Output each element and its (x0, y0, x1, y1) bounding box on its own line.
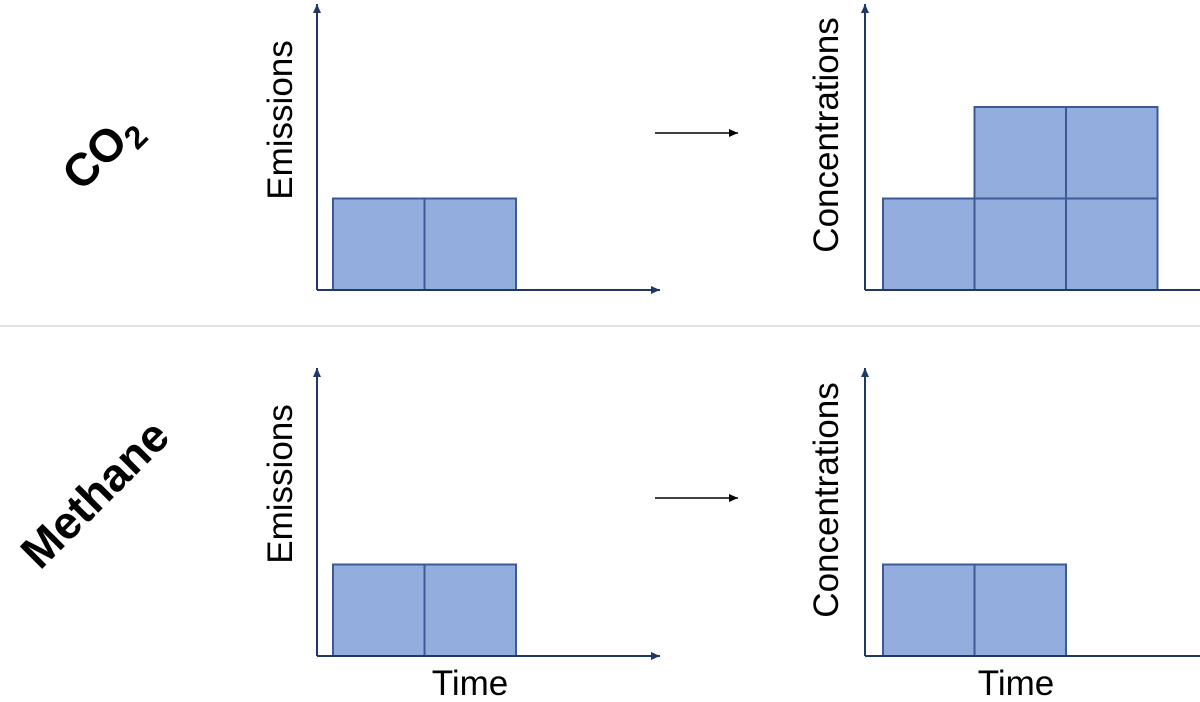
unit-cell (332, 563, 426, 657)
row-methane: Methane Emissions Time Concentrations Ti… (10, 368, 1200, 702)
unit-cell (882, 197, 976, 291)
unit-cell (423, 197, 517, 291)
x-axis-label: Time (978, 664, 1054, 702)
emissions-chart-co2: Emissions (261, 4, 660, 294)
x-axis-label: Time (432, 664, 508, 702)
y-axis-label: Concentrations (807, 17, 846, 252)
emissions-chart-methane: Emissions Time (261, 368, 660, 702)
concentrations-chart-methane: Concentrations Time (807, 368, 1200, 702)
row-co2: CO2 Emissions Concentrations (52, 4, 1200, 294)
unit-cell (423, 563, 517, 657)
unit-cell (1065, 197, 1159, 291)
unit-cell (332, 197, 426, 291)
concentrations-chart-co2: Concentrations (807, 4, 1200, 291)
gas-label-methane: Methane (10, 409, 179, 578)
y-axis-label: Emissions (261, 40, 300, 199)
unit-cell (973, 563, 1067, 657)
unit-cell (882, 563, 976, 657)
unit-cell (973, 197, 1067, 291)
gas-label-main: Methane (10, 409, 179, 578)
y-axis-label: Emissions (261, 404, 300, 563)
y-axis-label: Concentrations (807, 382, 846, 617)
unit-cell (1065, 106, 1159, 200)
unit-cell (973, 106, 1067, 200)
gas-label-co2: CO2 (52, 102, 155, 205)
